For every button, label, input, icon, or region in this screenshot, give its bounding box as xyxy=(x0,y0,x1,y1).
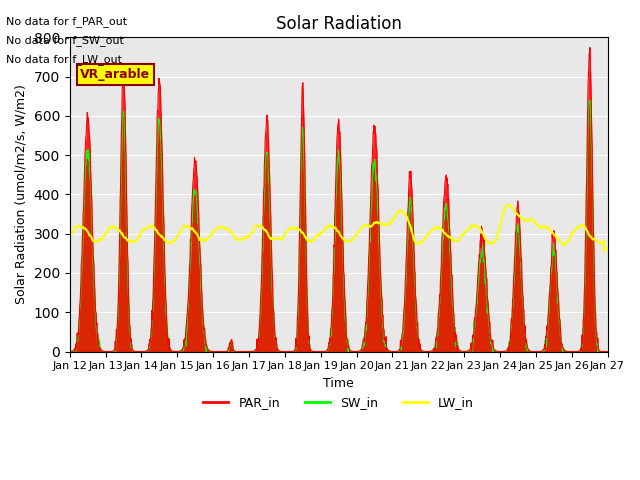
Text: No data for f_LW_out: No data for f_LW_out xyxy=(6,54,122,65)
Legend: PAR_in, SW_in, LW_in: PAR_in, SW_in, LW_in xyxy=(198,391,479,414)
Title: Solar Radiation: Solar Radiation xyxy=(276,15,401,33)
Text: VR_arable: VR_arable xyxy=(81,68,150,81)
Text: No data for f_SW_out: No data for f_SW_out xyxy=(6,35,124,46)
Text: No data for f_PAR_out: No data for f_PAR_out xyxy=(6,16,127,27)
Y-axis label: Solar Radiation (umol/m2/s, W/m2): Solar Radiation (umol/m2/s, W/m2) xyxy=(15,84,28,304)
X-axis label: Time: Time xyxy=(323,377,354,390)
